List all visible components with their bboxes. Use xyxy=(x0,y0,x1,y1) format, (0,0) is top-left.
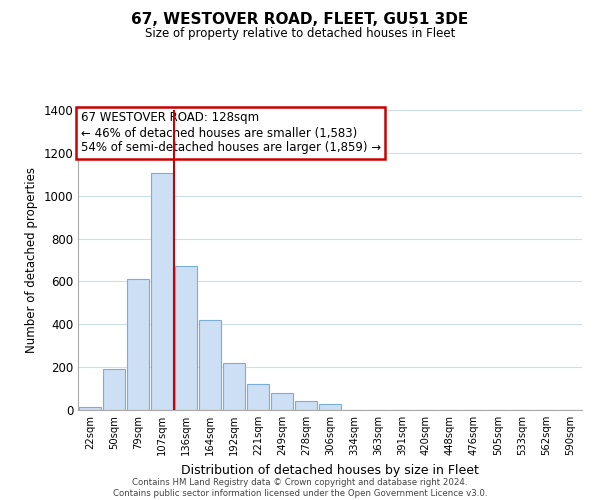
Bar xyxy=(151,173,173,410)
Text: Size of property relative to detached houses in Fleet: Size of property relative to detached ho… xyxy=(145,28,455,40)
Bar xyxy=(103,368,125,410)
Bar xyxy=(199,320,221,410)
Bar xyxy=(79,407,101,410)
Bar xyxy=(223,363,245,410)
Bar xyxy=(271,394,293,410)
Text: 67 WESTOVER ROAD: 128sqm
← 46% of detached houses are smaller (1,583)
54% of sem: 67 WESTOVER ROAD: 128sqm ← 46% of detach… xyxy=(80,112,380,154)
Bar xyxy=(175,266,197,410)
X-axis label: Distribution of detached houses by size in Fleet: Distribution of detached houses by size … xyxy=(181,464,479,476)
Bar xyxy=(127,280,149,410)
Text: Contains HM Land Registry data © Crown copyright and database right 2024.
Contai: Contains HM Land Registry data © Crown c… xyxy=(113,478,487,498)
Bar xyxy=(319,404,341,410)
Y-axis label: Number of detached properties: Number of detached properties xyxy=(25,167,38,353)
Bar xyxy=(247,384,269,410)
Text: 67, WESTOVER ROAD, FLEET, GU51 3DE: 67, WESTOVER ROAD, FLEET, GU51 3DE xyxy=(131,12,469,28)
Bar xyxy=(295,402,317,410)
